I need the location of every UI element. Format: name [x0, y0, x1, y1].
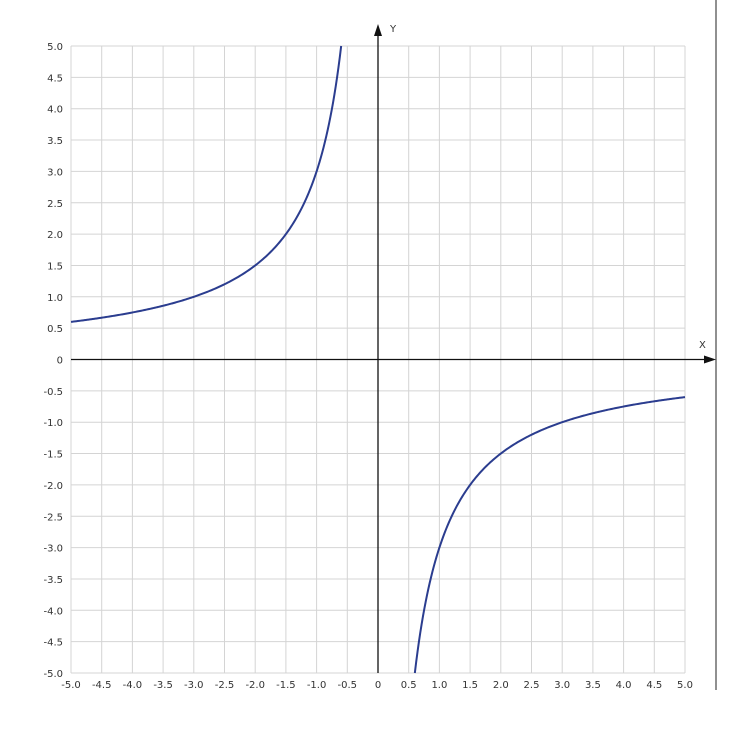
y-axis-label: Y	[389, 24, 397, 35]
y-tick-label: -0.5	[43, 387, 63, 398]
y-tick-label: -1.5	[43, 450, 63, 461]
y-tick-label: 5.0	[47, 42, 63, 53]
curve-right-branch	[413, 396, 686, 674]
x-tick-label: -3.5	[153, 680, 173, 691]
tick-labels: -5.0 -4.5 -4.0 -3.5 -3.0 -2.5 -2.0 -1.5 -1.0 -0.5…	[43, 42, 692, 691]
x-tick-label: 3.0	[554, 680, 570, 691]
y-tick-label: 4.0	[47, 105, 63, 116]
x-tick-label: -1.0	[307, 680, 327, 691]
x-tick-label: -3.0	[184, 680, 204, 691]
y-tick-label: 3.5	[47, 136, 63, 147]
x-tick-label: -5.0	[61, 680, 81, 691]
x-tick-label: 0	[375, 680, 381, 691]
y-tick-label: 4.5	[47, 73, 63, 84]
y-tick-label: -4.0	[43, 606, 63, 617]
y-tick-label: -1.0	[43, 418, 63, 429]
x-tick-label: -4.0	[123, 680, 143, 691]
x-tick-label: 5.0	[677, 680, 693, 691]
y-tick-label: -3.5	[43, 575, 63, 586]
x-tick-label: -1.5	[276, 680, 296, 691]
y-tick-label: -4.5	[43, 638, 63, 649]
y-tick-label: -3.0	[43, 544, 63, 555]
y-tick-label: 2.0	[47, 230, 63, 241]
y-tick-label: 0	[57, 356, 63, 367]
x-tick-label: 2.0	[493, 680, 509, 691]
x-tick-label: 1.0	[431, 680, 447, 691]
y-tick-label: -2.0	[43, 481, 63, 492]
curve-left-branch	[70, 45, 343, 323]
x-axis-label: X	[699, 340, 706, 351]
x-axis-arrow-icon	[704, 355, 716, 364]
y-tick-label: 1.5	[47, 261, 63, 272]
x-tick-label: -0.5	[338, 680, 358, 691]
x-tick-label: 0.5	[401, 680, 417, 691]
y-tick-label: 0.5	[47, 324, 63, 335]
x-tick-label: 3.5	[585, 680, 601, 691]
x-tick-label: -2.5	[215, 680, 235, 691]
y-tick-label: -2.5	[43, 512, 63, 523]
axes	[71, 24, 716, 673]
y-tick-label: 2.5	[47, 199, 63, 210]
x-tick-label: -2.0	[245, 680, 265, 691]
y-tick-label: -5.0	[43, 669, 63, 680]
x-tick-label: -4.5	[92, 680, 112, 691]
y-tick-label: 3.0	[47, 167, 63, 178]
x-tick-label: 2.5	[524, 680, 540, 691]
x-tick-label: 1.5	[462, 680, 478, 691]
y-tick-label: 1.0	[47, 293, 63, 304]
x-tick-label: 4.0	[616, 680, 632, 691]
y-axis-arrow-icon	[374, 24, 382, 36]
x-tick-label: 4.5	[646, 680, 662, 691]
